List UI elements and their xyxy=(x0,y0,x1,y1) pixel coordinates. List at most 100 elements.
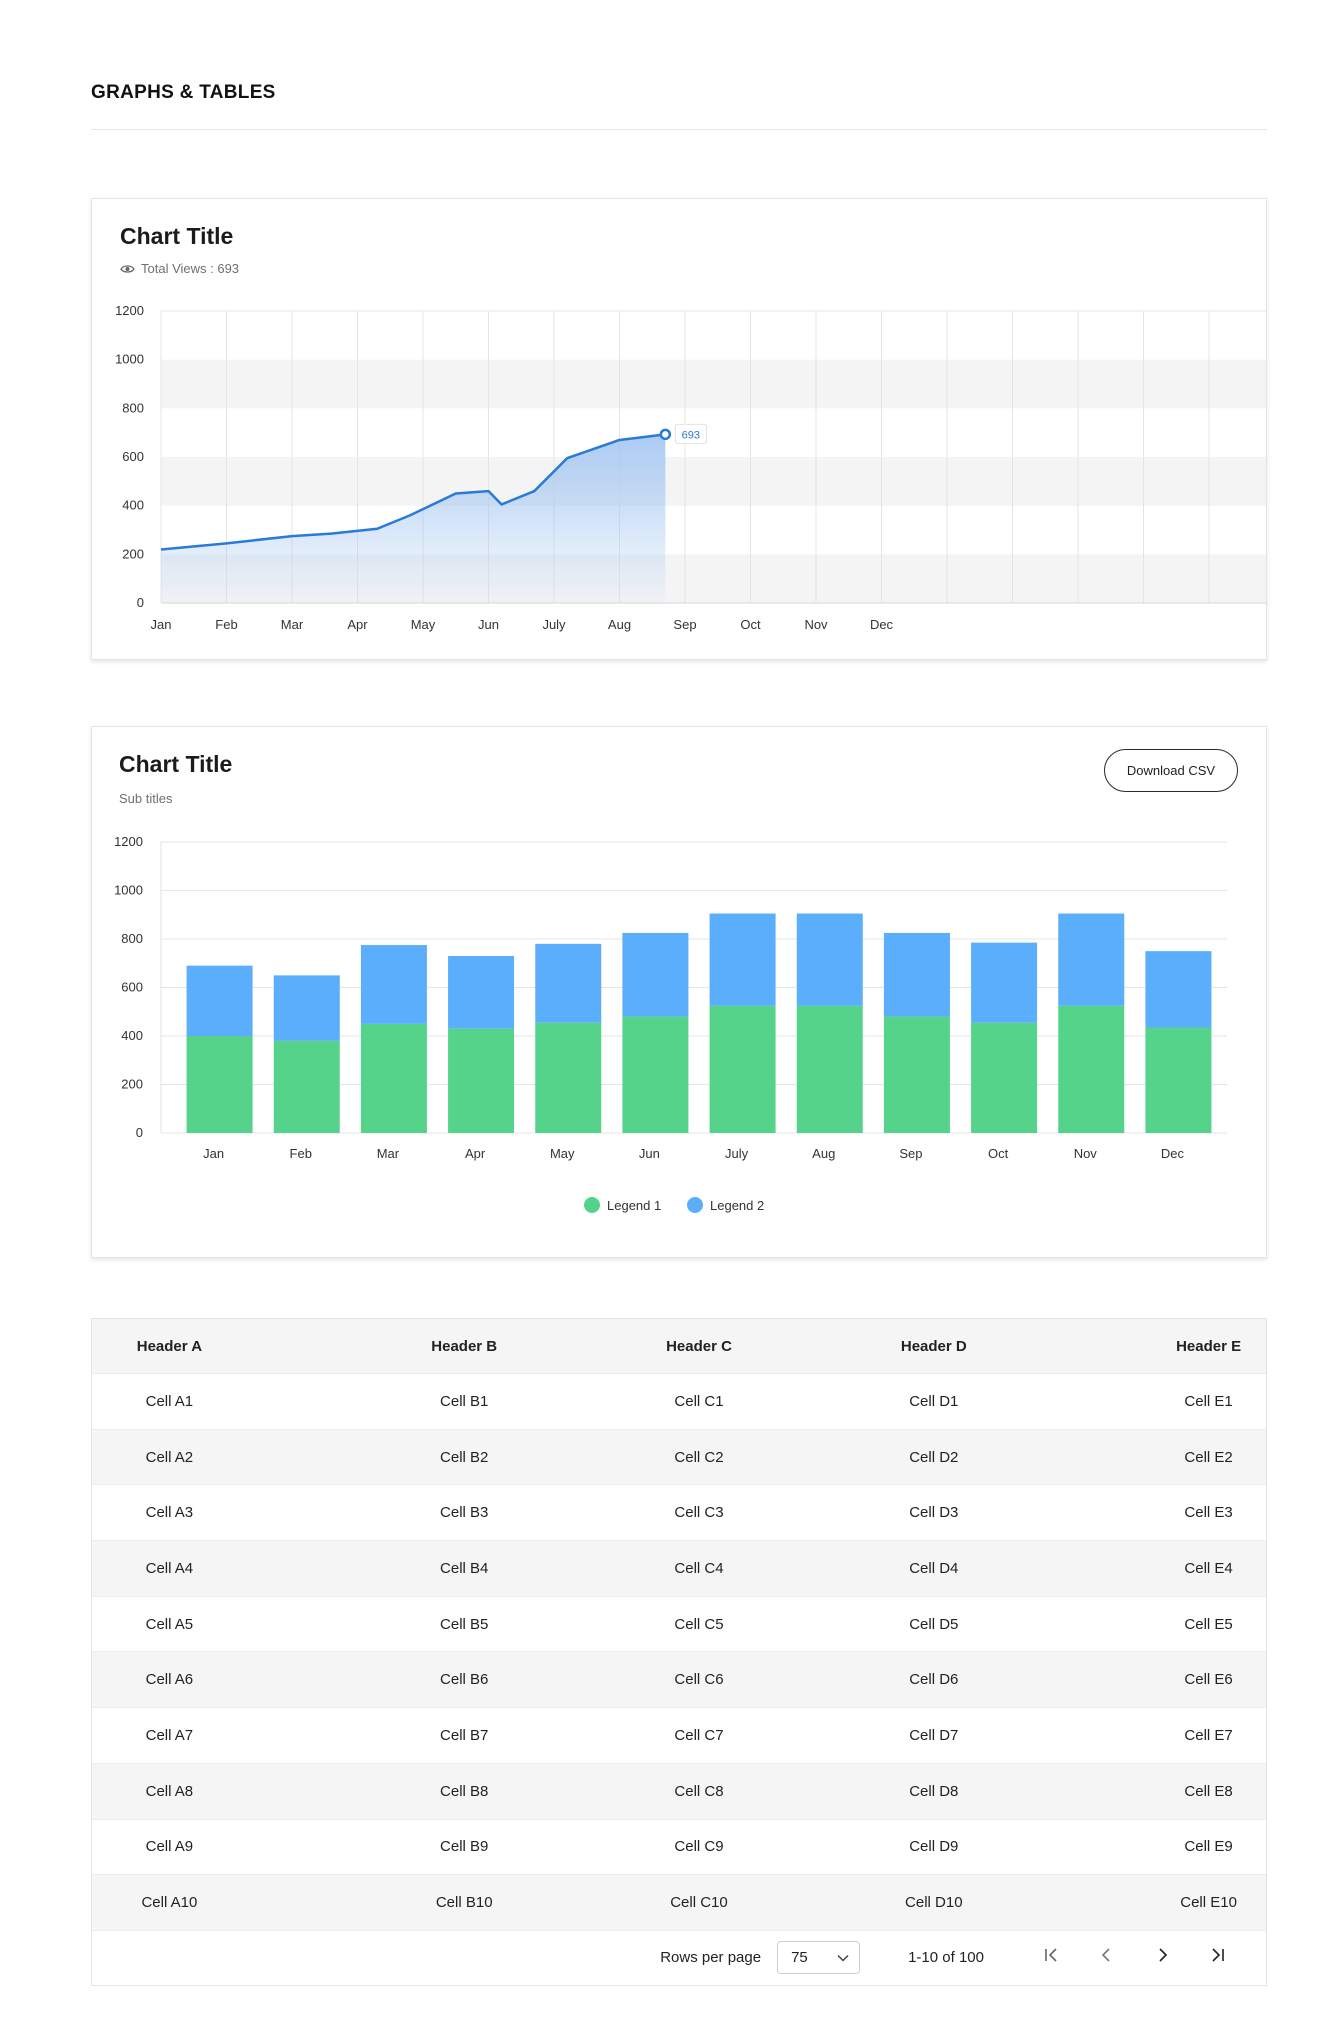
pagination-bar: Rows per page 75 1-10 of 100 xyxy=(92,1930,1266,1985)
x-tick-label: July xyxy=(542,617,566,632)
table-cell: Cell D9 xyxy=(909,1838,959,1856)
x-tick-label: Nov xyxy=(804,617,828,632)
column-header[interactable]: Header D xyxy=(900,1337,967,1355)
table-cell: Cell C8 xyxy=(674,1782,724,1800)
table-row[interactable]: Cell A1 Cell B1 Cell C1 Cell D1 Cell E1 xyxy=(92,1374,1266,1430)
legend-label: Legend 1 xyxy=(607,1198,661,1213)
table-cell: Cell C1 xyxy=(674,1392,724,1410)
table-cell: Cell D2 xyxy=(909,1448,959,1466)
bar-1 xyxy=(360,1023,427,1133)
table-cell: Cell D4 xyxy=(909,1559,959,1577)
table-cell: Cell D1 xyxy=(909,1392,959,1410)
total-views-text: Total Views : 693 xyxy=(141,261,240,276)
table-cell: Cell A1 xyxy=(145,1392,194,1410)
y-tick-label: 0 xyxy=(136,1125,143,1140)
rows-per-page-select[interactable]: 75 xyxy=(777,1941,861,1975)
chart-subtitle: Total Views : 693 xyxy=(120,261,239,276)
bar-2 xyxy=(1145,951,1212,1028)
bar-2 xyxy=(796,913,863,1006)
data-table: Header A Header B Header C Header D Head… xyxy=(91,1318,1267,1986)
download-csv-button[interactable]: Download CSV xyxy=(1104,749,1238,792)
table-row[interactable]: Cell A7 Cell B7 Cell C7 Cell D7 Cell E7 xyxy=(92,1708,1266,1764)
area-fill xyxy=(161,434,666,603)
column-header[interactable]: Header C xyxy=(666,1337,732,1355)
bar-2 xyxy=(709,913,776,1006)
bar-1 xyxy=(535,1022,602,1133)
y-tick-label: 1200 xyxy=(114,834,143,849)
table-cell: Cell E8 xyxy=(1184,1782,1233,1800)
table-cell: Cell D10 xyxy=(905,1894,963,1912)
table-row[interactable]: Cell A9 Cell B9 Cell C9 Cell D9 Cell E9 xyxy=(92,1820,1266,1876)
y-tick-label: 800 xyxy=(121,931,143,946)
y-tick-label: 400 xyxy=(122,498,144,513)
table-row[interactable]: Cell A10 Cell B10 Cell C10 Cell D10 Cell E10 xyxy=(92,1875,1266,1931)
bar-1 xyxy=(796,1005,863,1133)
table-cell: Cell C7 xyxy=(674,1726,724,1744)
column-header[interactable]: Header A xyxy=(136,1337,203,1355)
y-tick-label: 0 xyxy=(137,595,144,610)
x-tick-label: May xyxy=(411,617,436,632)
table-cell: Cell B3 xyxy=(440,1504,489,1522)
x-tick-label: May xyxy=(550,1146,575,1161)
table-cell: Cell A7 xyxy=(145,1726,194,1744)
bar-1 xyxy=(709,1005,776,1133)
y-tick-label: 200 xyxy=(122,546,144,561)
tooltip-label: 693 xyxy=(682,429,700,441)
x-tick-label: Aug xyxy=(608,617,631,632)
x-tick-label: Jan xyxy=(203,1146,224,1161)
table-cell: Cell C5 xyxy=(674,1615,724,1633)
table-row[interactable]: Cell A8 Cell B8 Cell C8 Cell D8 Cell E8 xyxy=(92,1763,1266,1820)
y-tick-label: 200 xyxy=(121,1077,143,1092)
y-tick-label: 1200 xyxy=(115,303,144,318)
table-row[interactable]: Cell A3 Cell B3 Cell C3 Cell D3 Cell E3 xyxy=(92,1485,1266,1542)
table-cell: Cell B8 xyxy=(440,1782,489,1800)
column-header[interactable]: Header E xyxy=(1176,1337,1242,1355)
table-row[interactable]: Cell A4 Cell B4 Cell C4 Cell D4 Cell E4 xyxy=(92,1541,1266,1597)
table-row[interactable]: Cell A2 Cell B2 Cell C2 Cell D2 Cell E2 xyxy=(92,1429,1266,1486)
x-tick-label: Jun xyxy=(478,617,499,632)
column-header[interactable]: Header B xyxy=(431,1337,498,1355)
x-tick-label: July xyxy=(725,1146,749,1161)
table-cell: Cell E6 xyxy=(1184,1671,1233,1689)
chart-subtitle: Sub titles xyxy=(119,791,173,806)
y-tick-label: 600 xyxy=(121,980,143,995)
table-cell: Cell E1 xyxy=(1184,1392,1233,1410)
eye-icon xyxy=(120,264,135,274)
table-body: Cell A1 Cell B1 Cell C1 Cell D1 Cell E1 Cell … xyxy=(92,1374,1266,1931)
page-title: GRAPHS & TABLES xyxy=(91,82,276,103)
bar-2 xyxy=(971,942,1038,1023)
highlight-point xyxy=(659,428,672,441)
bar-2 xyxy=(535,943,602,1023)
grid-band xyxy=(161,359,1266,409)
bar-1 xyxy=(971,1022,1038,1133)
prev-page-icon[interactable] xyxy=(1079,1947,1134,1968)
series-line xyxy=(160,433,666,551)
legend-label: Legend 2 xyxy=(710,1198,764,1213)
next-page-icon[interactable] xyxy=(1134,1947,1189,1968)
table-cell: Cell D6 xyxy=(909,1671,959,1689)
first-page-icon[interactable] xyxy=(1024,1947,1079,1968)
table-cell: Cell A5 xyxy=(145,1615,194,1633)
rows-per-page-value: 75 xyxy=(791,1949,808,1967)
table-cell: Cell C2 xyxy=(674,1448,724,1466)
last-page-icon[interactable] xyxy=(1189,1947,1244,1968)
table-cell: Cell A2 xyxy=(145,1448,194,1466)
table-cell: Cell B1 xyxy=(440,1392,489,1410)
y-tick-label: 600 xyxy=(122,449,144,464)
area-chart: 0 200 400 600 800 1000 1200 Jan Feb Mar Apr May Jun J… xyxy=(115,303,1266,632)
y-tick-label: 1000 xyxy=(115,352,144,367)
table-cell: Cell B6 xyxy=(440,1671,489,1689)
table-cell: Cell C10 xyxy=(670,1894,728,1912)
bar-1 xyxy=(448,1028,515,1133)
bar-1 xyxy=(186,1036,253,1133)
table-row[interactable]: Cell A5 Cell B5 Cell C5 Cell D5 Cell E5 xyxy=(92,1597,1266,1653)
x-tick-label: Dec xyxy=(870,617,894,632)
chart-title: Chart Title xyxy=(119,751,233,777)
table-row[interactable]: Cell A6 Cell B6 Cell C6 Cell D6 Cell E6 xyxy=(92,1652,1266,1709)
y-tick-label: 1000 xyxy=(114,883,143,898)
table-cell: Cell A4 xyxy=(145,1559,194,1577)
bar-2 xyxy=(273,975,340,1041)
table-cell: Cell C3 xyxy=(674,1504,724,1522)
table-cell: Cell E2 xyxy=(1184,1448,1233,1466)
table-cell: Cell B7 xyxy=(440,1726,489,1744)
